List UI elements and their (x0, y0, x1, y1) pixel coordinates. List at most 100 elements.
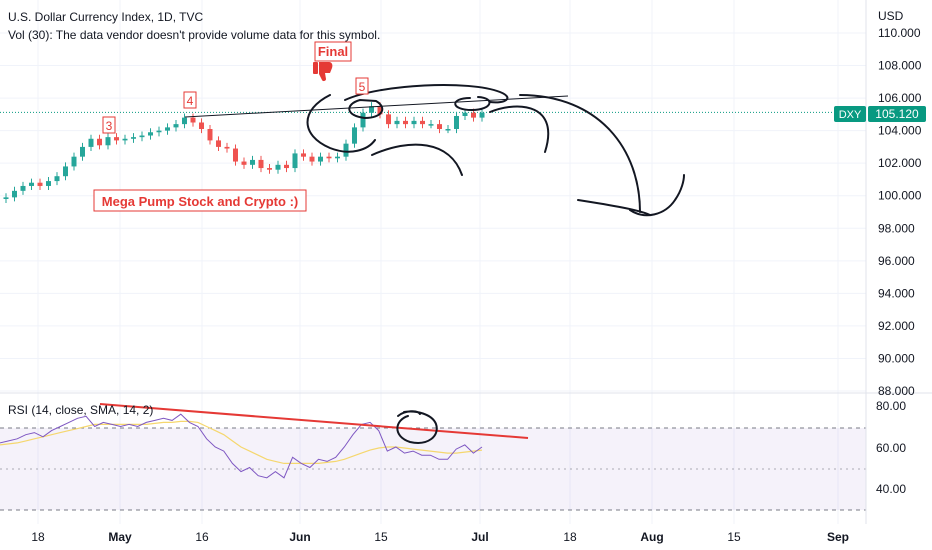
chart-title[interactable]: U.S. Dollar Currency Index, 1D, TVC (8, 10, 204, 24)
ticker-symbol: DXY (839, 109, 862, 121)
candle-body (20, 185, 26, 191)
candle-body (182, 117, 187, 125)
candle-body (207, 129, 213, 141)
resistance-trendline[interactable] (184, 95, 569, 118)
candle-body (199, 122, 204, 130)
candle-body (139, 135, 145, 138)
price-tick: 96.000 (878, 254, 915, 268)
price-tick: 98.000 (878, 221, 915, 235)
candle-body (267, 168, 272, 170)
candle-body (12, 190, 17, 198)
wave-4-box (183, 91, 197, 109)
price-tick: 92.000 (878, 319, 915, 333)
candle-body (54, 176, 60, 182)
currency-label[interactable]: USD (878, 9, 904, 23)
candle-body (437, 124, 442, 130)
time-tick: 15 (727, 530, 741, 544)
candle-body (292, 153, 298, 169)
mega-pump-annotation[interactable]: Mega Pump Stock and Crypto :) (93, 189, 307, 212)
candle-body (88, 138, 94, 147)
price-tick: 102.000 (878, 156, 922, 170)
candle-body (343, 143, 349, 157)
freehand-stroke (344, 84, 509, 104)
candle-body (377, 106, 383, 115)
candle-body (445, 129, 451, 131)
price-tick: 100.000 (878, 189, 922, 203)
rsi-trendline[interactable] (99, 403, 529, 439)
final-annotation[interactable]: Final (313, 41, 352, 82)
candle-body (105, 137, 111, 146)
volume-note: Vol (30): The data vendor doesn't provid… (8, 28, 381, 42)
candle-body (352, 127, 357, 144)
freehand-drawings[interactable] (306, 84, 685, 444)
candles (3, 102, 485, 204)
mega-pump-box (93, 189, 307, 212)
rsi-tick: 40.00 (876, 482, 906, 496)
freehand-stroke (306, 94, 376, 153)
candle-body (241, 161, 247, 165)
final-label: Final (318, 44, 348, 59)
price-tick: 88.000 (878, 384, 915, 398)
candle-body (386, 114, 391, 125)
price-tick: 108.000 (878, 59, 922, 73)
candle-body (29, 182, 34, 186)
candle-body (114, 137, 119, 141)
candle-body (369, 106, 374, 113)
candle-body (122, 138, 128, 141)
time-tick: 18 (563, 530, 577, 544)
candle-body (275, 164, 281, 170)
ticker-badge[interactable]: DXY 105.120 (834, 106, 926, 122)
price-tick: 106.000 (878, 91, 922, 105)
rsi-tick: 80.00 (876, 399, 906, 413)
price-tick: 104.000 (878, 124, 922, 138)
time-tick: 16 (195, 530, 209, 544)
price-tick: 90.000 (878, 351, 915, 365)
thumbs-down-icon (313, 62, 333, 82)
candle-body (471, 112, 476, 118)
price-label-box (868, 106, 926, 122)
candle-body (258, 159, 264, 169)
time-tick: Aug (640, 530, 663, 544)
rsi-title[interactable]: RSI (14, close, SMA, 14, 2) (8, 403, 154, 417)
candle-body (71, 156, 77, 167)
candle-body (420, 120, 425, 125)
candle-body (394, 120, 400, 125)
rsi-axis[interactable]: 80.00 60.00 40.00 (876, 399, 906, 496)
candle-body (148, 132, 153, 136)
freehand-stroke (489, 105, 550, 153)
freehand-stroke (577, 199, 651, 216)
freehand-stroke (519, 94, 641, 213)
candle-body (233, 148, 238, 162)
candle-body (428, 124, 434, 126)
rsi-ma-line (0, 420, 483, 464)
wave-4-label: 4 (187, 94, 194, 108)
candle-body (360, 112, 366, 128)
time-tick: Jun (289, 530, 310, 544)
grid-lines (0, 0, 866, 524)
wave-labels[interactable]: 3 4 5 (102, 77, 369, 134)
candle-body (301, 153, 306, 157)
candle-body (3, 197, 9, 199)
time-axis[interactable]: 18 May 16 Jun 15 Jul 18 Aug 15 Sep (31, 530, 849, 544)
rsi-line (0, 413, 483, 479)
candle-body (37, 182, 43, 186)
candle-body (224, 146, 230, 149)
price-axis[interactable]: 110.000 108.000 106.000 104.000 102.000 100.0… (878, 26, 922, 398)
freehand-stroke (396, 410, 438, 444)
freehand-stroke (348, 98, 384, 120)
candle-body (326, 156, 332, 159)
candle-body (131, 137, 136, 139)
candle-body (173, 124, 179, 128)
candle-body (156, 130, 162, 133)
price-tick: 110.000 (878, 26, 921, 40)
freehand-stroke (454, 96, 491, 112)
ticker-symbol-box (834, 106, 866, 122)
candle-body (309, 156, 315, 162)
freehand-stroke (629, 174, 685, 217)
candle-body (454, 115, 459, 130)
time-tick: Jul (471, 530, 488, 544)
candle-body (165, 127, 170, 131)
final-box (314, 41, 352, 62)
candle-body (97, 138, 102, 146)
